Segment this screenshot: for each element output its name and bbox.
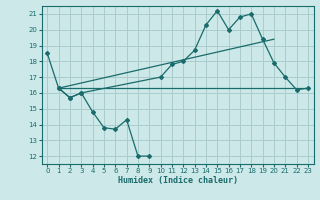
X-axis label: Humidex (Indice chaleur): Humidex (Indice chaleur) — [118, 176, 237, 185]
